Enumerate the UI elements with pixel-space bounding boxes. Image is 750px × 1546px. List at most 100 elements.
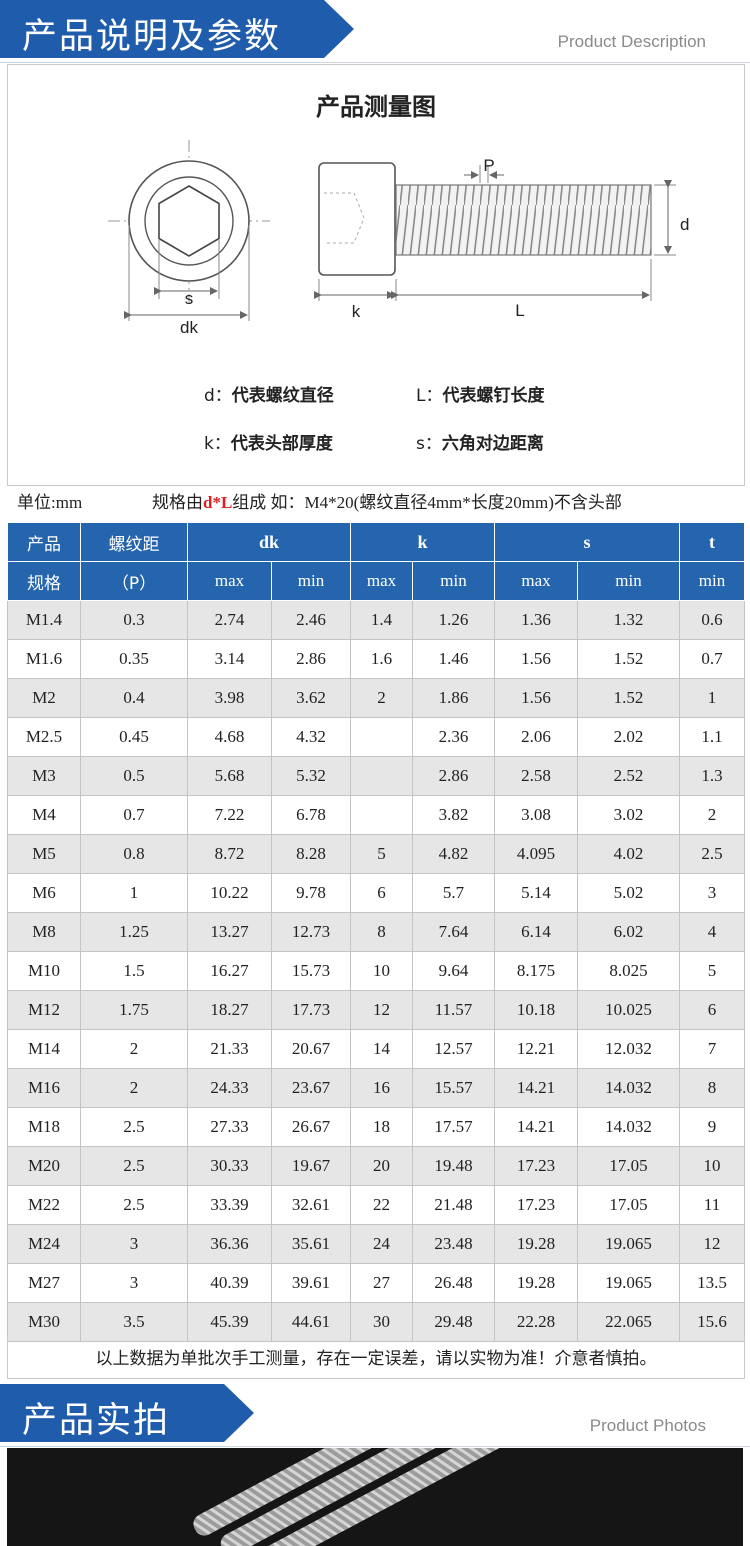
table-cell: 19.065 <box>577 1263 681 1303</box>
table-cell: M14 <box>7 1029 81 1069</box>
table-cell: M18 <box>7 1107 81 1147</box>
table-cell: 5 <box>350 834 413 874</box>
header-pitch-sub: （P） <box>80 561 188 601</box>
table-cell: 26.48 <box>411 1263 496 1303</box>
table-cell: 7.64 <box>411 912 496 952</box>
label-p: P <box>483 156 494 175</box>
table-cell: 2.5 <box>80 1185 188 1225</box>
table-cell: 6.14 <box>494 912 579 952</box>
table-row: M24 3 36.36 35.61 24 23.48 19.28 19.065 12 <box>7 1224 746 1264</box>
header-k: k <box>349 522 496 562</box>
table-cell: M8 <box>7 912 81 952</box>
table-cell: 45.39 <box>187 1302 272 1342</box>
table-cell: 3 <box>679 873 746 913</box>
table-cell: 0.7 <box>679 639 746 679</box>
head-end-view <box>108 140 270 321</box>
table-cell: 22.28 <box>494 1302 579 1342</box>
table-cell: 12 <box>679 1224 746 1264</box>
table-cell: 4.68 <box>187 717 272 757</box>
table-cell: 2 <box>350 678 413 718</box>
table-row: M2 0.4 3.98 3.62 2 1.86 1.56 1.52 1 <box>7 678 746 718</box>
subheader-k-max: max <box>350 561 413 601</box>
label-l: L <box>515 301 524 320</box>
table-cell: M20 <box>7 1146 81 1186</box>
table-cell: 0.45 <box>80 717 188 757</box>
table-cell: M2.5 <box>7 717 81 757</box>
header-spec-sub: 规格 <box>7 561 81 601</box>
table-cell: 3.98 <box>187 678 272 718</box>
table-cell: 0.4 <box>80 678 188 718</box>
table-cell: 44.61 <box>271 1302 351 1342</box>
table-cell: 7 <box>679 1029 746 1069</box>
table-cell: 19.28 <box>494 1224 579 1264</box>
table-cell: 8.28 <box>271 834 351 874</box>
table-cell: 8.025 <box>577 951 681 991</box>
table-cell: 3 <box>80 1224 188 1264</box>
table-cell: 18.27 <box>187 990 272 1030</box>
label-s: s <box>185 289 194 308</box>
table-cell: 2 <box>80 1029 188 1069</box>
banner-blue-shape: 产品说明及参数 <box>0 0 354 58</box>
table-cell: 2.5 <box>80 1107 188 1147</box>
table-cell <box>350 795 413 835</box>
table-row: M1.4 0.3 2.74 2.46 1.4 1.26 1.36 1.32 0.6 <box>7 600 746 640</box>
screw-drawing: s dk P d k L <box>108 140 689 337</box>
table-cell: 6 <box>350 873 413 913</box>
table-row: M4 0.7 7.22 6.78 3.82 3.08 3.02 2 <box>7 795 746 835</box>
table-row: M5 0.8 8.72 8.28 5 4.82 4.095 4.02 2.5 <box>7 834 746 874</box>
table-cell: 2.86 <box>271 639 351 679</box>
unit-line: 单位:mm 规格由d*L组成 如：M4*20(螺纹直径4mm*长度20mm)不含… <box>7 484 743 522</box>
table-cell: 10.025 <box>577 990 681 1030</box>
table-cell: 14.032 <box>577 1068 681 1108</box>
table-cell: 12.57 <box>411 1029 496 1069</box>
table-cell: M24 <box>7 1224 81 1264</box>
table-cell: 17.23 <box>494 1146 579 1186</box>
table-cell: 36.36 <box>187 1224 272 1264</box>
table-cell: 0.35 <box>80 639 188 679</box>
spec-table-body: M1.4 0.3 2.74 2.46 1.4 1.26 1.36 1.32 0.6 M1.6 0.3… <box>7 600 746 1342</box>
table-cell: 1.6 <box>350 639 413 679</box>
table-cell: 8 <box>350 912 413 952</box>
table-cell: 3.62 <box>271 678 351 718</box>
table-cell: 20 <box>350 1146 413 1186</box>
diagram-title: 产品测量图 <box>316 93 436 121</box>
table-cell: 6.78 <box>271 795 351 835</box>
table-cell: 35.61 <box>271 1224 351 1264</box>
footnote: 以上数据为单批次手工测量，存在一定误差，请以实物为准！介意者慎拍。 <box>7 1340 745 1379</box>
table-cell: 9.64 <box>411 951 496 991</box>
table-cell: M16 <box>7 1068 81 1108</box>
header-t: t <box>679 522 746 562</box>
table-cell: 17.05 <box>577 1185 681 1225</box>
table-cell: 4 <box>679 912 746 952</box>
table-cell: 30 <box>350 1302 413 1342</box>
table-cell: 17.73 <box>271 990 351 1030</box>
table-row: M1.6 0.35 3.14 2.86 1.6 1.46 1.56 1.52 0.7 <box>7 639 746 679</box>
table-cell: 24.33 <box>187 1068 272 1108</box>
subheader-k-min: min <box>411 561 496 601</box>
table-cell: 17.23 <box>494 1185 579 1225</box>
label-d: d <box>680 215 689 234</box>
table-cell: 1.32 <box>577 600 681 640</box>
banner-blue-shape: 产品实拍 <box>0 1384 254 1442</box>
table-cell: 32.61 <box>271 1185 351 1225</box>
table-cell: 12.032 <box>577 1029 681 1069</box>
table-cell: 2.74 <box>187 600 272 640</box>
table-cell: 11.57 <box>411 990 496 1030</box>
table-cell: M4 <box>7 795 81 835</box>
table-cell: 15.6 <box>679 1302 746 1342</box>
table-cell: 0.7 <box>80 795 188 835</box>
table-cell: 29.48 <box>411 1302 496 1342</box>
table-cell: 17.57 <box>411 1107 496 1147</box>
table-cell: 19.48 <box>411 1146 496 1186</box>
table-cell: 7.22 <box>187 795 272 835</box>
subheader-dk-min: min <box>271 561 351 601</box>
table-cell: 6 <box>679 990 746 1030</box>
table-cell: 27 <box>350 1263 413 1303</box>
header-spec: 产品 <box>7 522 81 562</box>
table-row: M16 2 24.33 23.67 16 15.57 14.21 14.032 8 <box>7 1068 746 1108</box>
table-cell: 23.67 <box>271 1068 351 1108</box>
table-cell: 18 <box>350 1107 413 1147</box>
table-cell: 19.065 <box>577 1224 681 1264</box>
table-cell: 10 <box>679 1146 746 1186</box>
table-cell: 19.67 <box>271 1146 351 1186</box>
